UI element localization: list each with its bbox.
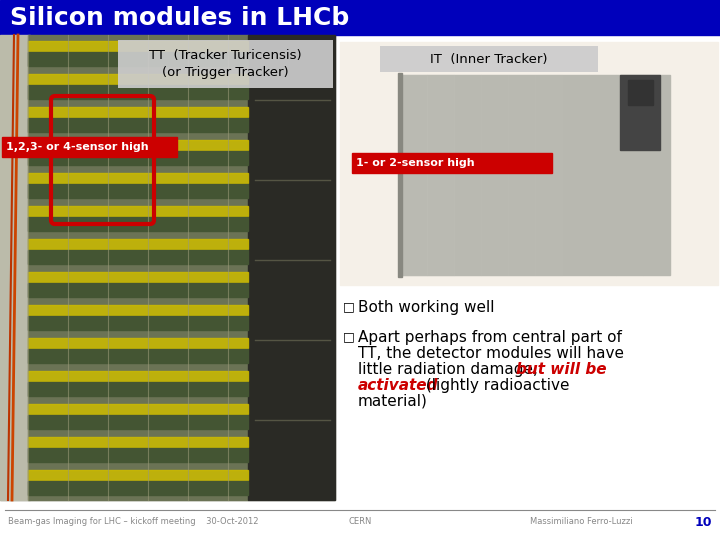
Bar [28, 470, 248, 480]
Bar [616, 75, 643, 275]
Bar [28, 35, 248, 500]
Bar [28, 305, 248, 315]
Bar [28, 338, 248, 348]
Text: little radiation damage,: little radiation damage, [358, 362, 543, 377]
Bar [352, 153, 552, 173]
Bar [28, 316, 248, 330]
Bar [28, 107, 248, 117]
Bar [400, 75, 427, 275]
FancyBboxPatch shape [118, 40, 333, 88]
Bar [28, 415, 248, 429]
Bar [0, 35, 30, 500]
Bar [28, 349, 248, 363]
Text: material): material) [358, 394, 428, 409]
Bar [628, 80, 653, 105]
Text: Massimiliano Ferro-Luzzi: Massimiliano Ferro-Luzzi [530, 517, 633, 526]
Bar [28, 448, 248, 462]
Bar [28, 437, 248, 447]
Bar [28, 239, 248, 249]
FancyBboxPatch shape [380, 46, 598, 72]
Bar [427, 75, 454, 275]
Bar [28, 272, 248, 282]
Bar [508, 75, 535, 275]
Bar [28, 118, 248, 132]
Bar [28, 140, 248, 150]
Bar [0, 35, 335, 500]
Text: □: □ [343, 300, 355, 313]
Text: CERN: CERN [348, 517, 372, 526]
Bar [28, 206, 248, 216]
Text: but will be: but will be [516, 362, 607, 377]
Bar [28, 52, 248, 66]
Text: □: □ [343, 330, 355, 343]
Bar [400, 75, 670, 275]
Bar [28, 173, 248, 183]
Text: Both working well: Both working well [358, 300, 495, 315]
Text: 10: 10 [695, 516, 712, 529]
Bar [28, 250, 248, 264]
Bar [481, 75, 508, 275]
Text: Silicon modules in LHCb: Silicon modules in LHCb [10, 6, 349, 30]
Bar [28, 184, 248, 198]
Bar [0, 0, 720, 35]
Bar [28, 85, 248, 99]
Bar [28, 151, 248, 165]
Bar [28, 481, 248, 495]
Bar [28, 217, 248, 231]
Bar [562, 75, 589, 275]
Bar [454, 75, 481, 275]
Bar [28, 283, 248, 297]
Bar [589, 75, 616, 275]
Bar [535, 75, 562, 275]
Text: 1,2,3- or 4-sensor high: 1,2,3- or 4-sensor high [6, 142, 148, 152]
Text: TT  (Tracker Turicensis)
(or Trigger Tracker): TT (Tracker Turicensis) (or Trigger Trac… [149, 49, 301, 79]
Bar [248, 35, 335, 500]
Bar [28, 74, 248, 84]
Bar [398, 73, 402, 277]
Bar [643, 75, 670, 275]
Bar [28, 371, 248, 381]
Bar [340, 42, 718, 285]
Text: IT  (Inner Tracker): IT (Inner Tracker) [431, 52, 548, 65]
Bar [28, 382, 248, 396]
Bar [28, 41, 248, 51]
Text: (lightly radioactive: (lightly radioactive [421, 378, 570, 393]
Bar [28, 404, 248, 414]
Text: Beam-gas Imaging for LHC – kickoff meeting    30-Oct-2012: Beam-gas Imaging for LHC – kickoff meeti… [8, 517, 258, 526]
Bar [2, 137, 177, 157]
Bar [620, 75, 660, 150]
Text: 1- or 2-sensor high: 1- or 2-sensor high [356, 158, 474, 168]
Text: Apart perhaps from central part of: Apart perhaps from central part of [358, 330, 622, 345]
Text: activated: activated [358, 378, 438, 393]
Text: TT, the detector modules will have: TT, the detector modules will have [358, 346, 624, 361]
